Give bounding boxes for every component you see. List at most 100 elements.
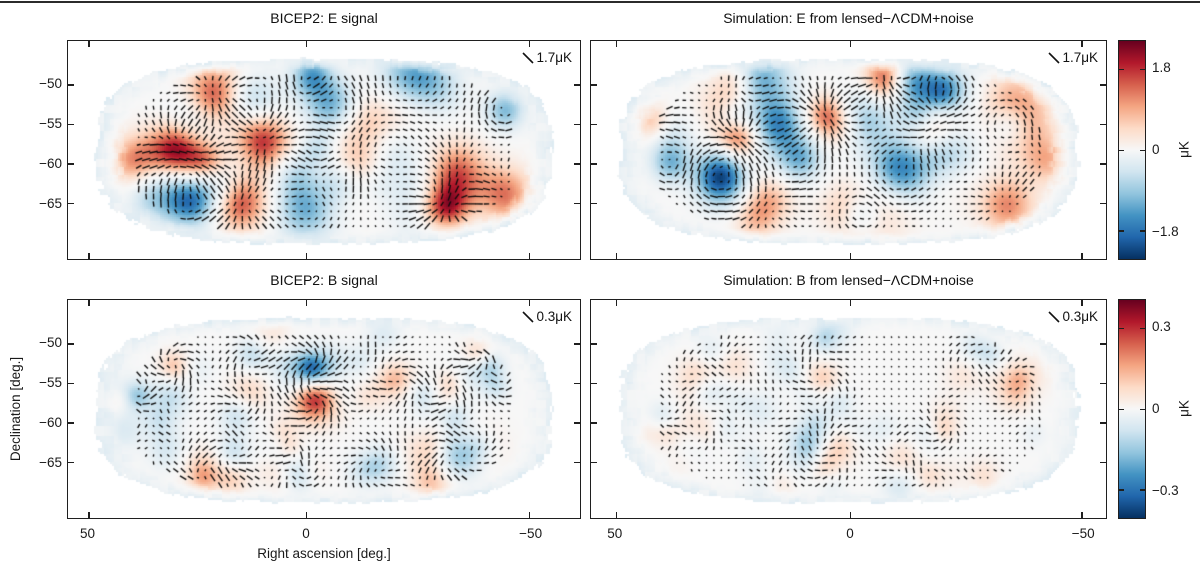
axis-tick (574, 382, 580, 385)
axis-tick (305, 300, 308, 306)
vector-scale-annotation: 0.3μK (521, 309, 572, 324)
axis-tick (574, 163, 580, 165)
axis-tick (1140, 230, 1145, 232)
colorbar-tick-label: 0 (1152, 142, 1160, 157)
axis-tick (305, 253, 308, 259)
vector-scale-annotation: 1.7μK (1047, 50, 1098, 65)
x-tick-label: −50 (519, 526, 543, 541)
axis-tick (615, 512, 618, 518)
axis-tick (849, 253, 852, 259)
axis-tick (1100, 84, 1106, 86)
axis-tick (528, 41, 531, 47)
axis-tick (1100, 202, 1106, 205)
axis-tick (1119, 230, 1124, 232)
top-divider (0, 1, 1200, 3)
y-tick-label: −60 (39, 415, 62, 431)
vector-scale-label: 1.7μK (536, 50, 572, 65)
axis-tick (591, 382, 597, 385)
axis-tick (615, 41, 618, 47)
axis-tick (615, 253, 618, 259)
axis-tick (1100, 123, 1106, 126)
axis-tick (574, 123, 580, 126)
axis-tick (1119, 68, 1124, 71)
vector-scale-label: 1.7μK (1062, 50, 1098, 65)
panel-title-sim-b: Simulation: B from lensed−ΛCDM+noise (723, 272, 974, 288)
axis-tick (68, 382, 74, 385)
axis-tick (1100, 461, 1106, 464)
map-canvas-bicep2-b (68, 300, 579, 517)
axis-tick (68, 123, 74, 126)
axis-tick (1100, 382, 1106, 385)
scale-segment-icon (1048, 51, 1061, 64)
axis-tick (574, 202, 580, 205)
map-canvas-bicep2-e (68, 41, 579, 258)
axis-tick (1140, 327, 1145, 330)
scale-segment-icon (522, 310, 535, 323)
axis-tick (1140, 408, 1145, 410)
axis-tick (528, 512, 531, 518)
colorbar-tick-label: 0.3 (1152, 318, 1171, 334)
panel-title-bicep2-b: BICEP2: B signal (270, 272, 378, 288)
y-tick-label: −65 (39, 455, 62, 471)
colorbar-b (1118, 299, 1146, 519)
axis-tick (591, 123, 597, 126)
map-panel-bicep2-e: 1.7μK (67, 40, 581, 260)
axis-tick (1140, 489, 1145, 491)
map-canvas-sim-e (591, 41, 1105, 258)
axis-tick (305, 512, 308, 518)
colorbar-tick-label: 1.8 (1152, 59, 1171, 75)
y-tick-label: −60 (39, 156, 62, 172)
axis-tick (68, 84, 74, 86)
x-tick-label: 0 (846, 526, 854, 541)
axis-tick (1119, 327, 1124, 330)
axis-tick (88, 300, 90, 306)
axis-tick (88, 512, 90, 518)
axis-tick (849, 41, 852, 47)
axis-tick (68, 343, 74, 345)
axis-tick (1100, 343, 1106, 345)
axis-tick (1119, 149, 1124, 151)
axis-tick (1140, 68, 1145, 71)
colorbar-tick-label: 0 (1152, 401, 1160, 416)
scale-segment-icon (522, 51, 535, 64)
vector-scale-annotation: 0.3μK (1047, 309, 1098, 324)
axis-tick (591, 343, 597, 345)
colorbar-e (1118, 40, 1146, 260)
map-panel-sim-b: 0.3μK (590, 299, 1107, 519)
y-tick-label: −50 (39, 76, 62, 91)
x-tick-label: −50 (1071, 526, 1095, 541)
map-canvas-sim-b (591, 300, 1105, 517)
axis-tick (591, 422, 597, 424)
map-panel-sim-e: 1.7μK (590, 40, 1107, 260)
axis-tick (68, 461, 74, 464)
colorbar-tick-label: −0.3 (1152, 483, 1179, 499)
y-tick-label: −65 (39, 196, 62, 212)
axis-tick (591, 202, 597, 205)
axis-tick (68, 163, 74, 165)
vector-scale-label: 0.3μK (1062, 309, 1098, 324)
axis-tick (591, 461, 597, 464)
axis-tick (849, 300, 852, 306)
axis-tick (528, 300, 531, 306)
axis-tick (1100, 422, 1106, 424)
axis-tick (1081, 253, 1083, 259)
colorbar-tick-label: −1.8 (1152, 224, 1179, 240)
axis-tick (1081, 512, 1083, 518)
y-tick-label: −55 (39, 375, 62, 391)
axis-tick (1081, 300, 1083, 306)
x-tick-label: 0 (302, 526, 310, 541)
axis-tick (68, 202, 74, 205)
map-panel-bicep2-b: 0.3μK (67, 299, 581, 519)
scale-segment-icon (1048, 310, 1061, 323)
x-axis-label: Right ascension [deg.] (257, 546, 391, 561)
axis-tick (849, 512, 852, 518)
x-tick-label: 50 (80, 526, 96, 541)
axis-tick (1081, 41, 1083, 47)
y-tick-label: −55 (39, 116, 62, 132)
axis-tick (591, 163, 597, 165)
axis-tick (574, 422, 580, 424)
axis-tick (591, 84, 597, 86)
axis-tick (1119, 408, 1124, 410)
axis-tick (615, 300, 618, 306)
